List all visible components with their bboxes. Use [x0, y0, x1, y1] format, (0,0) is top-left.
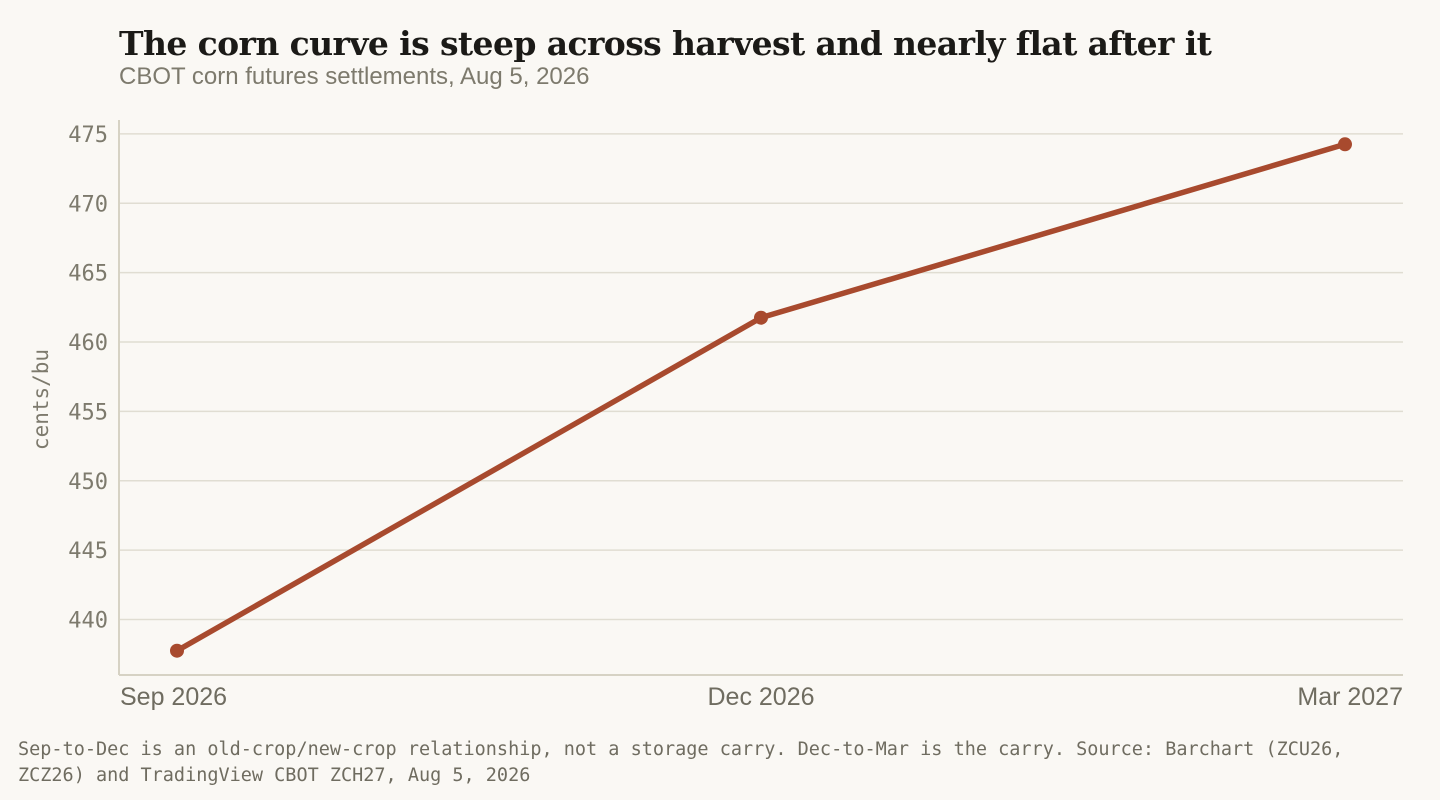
- axes: [118, 120, 1403, 676]
- x-axis-ticks: Sep 2026 Dec 2026 Mar 2027: [120, 683, 1403, 711]
- grid-lines: [119, 133, 1403, 621]
- y-tick-label: 465: [68, 262, 108, 287]
- x-tick-label: Sep 2026: [120, 683, 227, 711]
- data-point: [170, 643, 184, 658]
- y-tick-label: 450: [68, 470, 108, 495]
- y-tick-label: 475: [68, 123, 108, 148]
- x-tick-label: Dec 2026: [707, 683, 814, 711]
- chart-subtitle: CBOT corn futures settlements, Aug 5, 20…: [119, 63, 590, 90]
- chart-title: The corn curve is steep across harvest a…: [119, 24, 1212, 63]
- y-tick-label: 455: [68, 400, 108, 425]
- y-axis-ticks: 440 445 450 455 460 465 470 475: [68, 123, 108, 634]
- y-axis-label: cents/bu: [29, 349, 53, 450]
- series-layer: [170, 137, 1352, 658]
- footnote: Sep-to-Dec is an old-crop/new-crop relat…: [18, 739, 1344, 786]
- y-tick-label: 470: [68, 192, 108, 217]
- y-tick-label: 460: [68, 331, 108, 356]
- data-point: [754, 310, 768, 325]
- data-point: [1338, 137, 1352, 152]
- y-tick-label: 445: [68, 539, 108, 564]
- x-tick-label: Mar 2027: [1297, 683, 1403, 711]
- y-tick-label: 440: [68, 609, 108, 634]
- series-line: [174, 141, 1348, 654]
